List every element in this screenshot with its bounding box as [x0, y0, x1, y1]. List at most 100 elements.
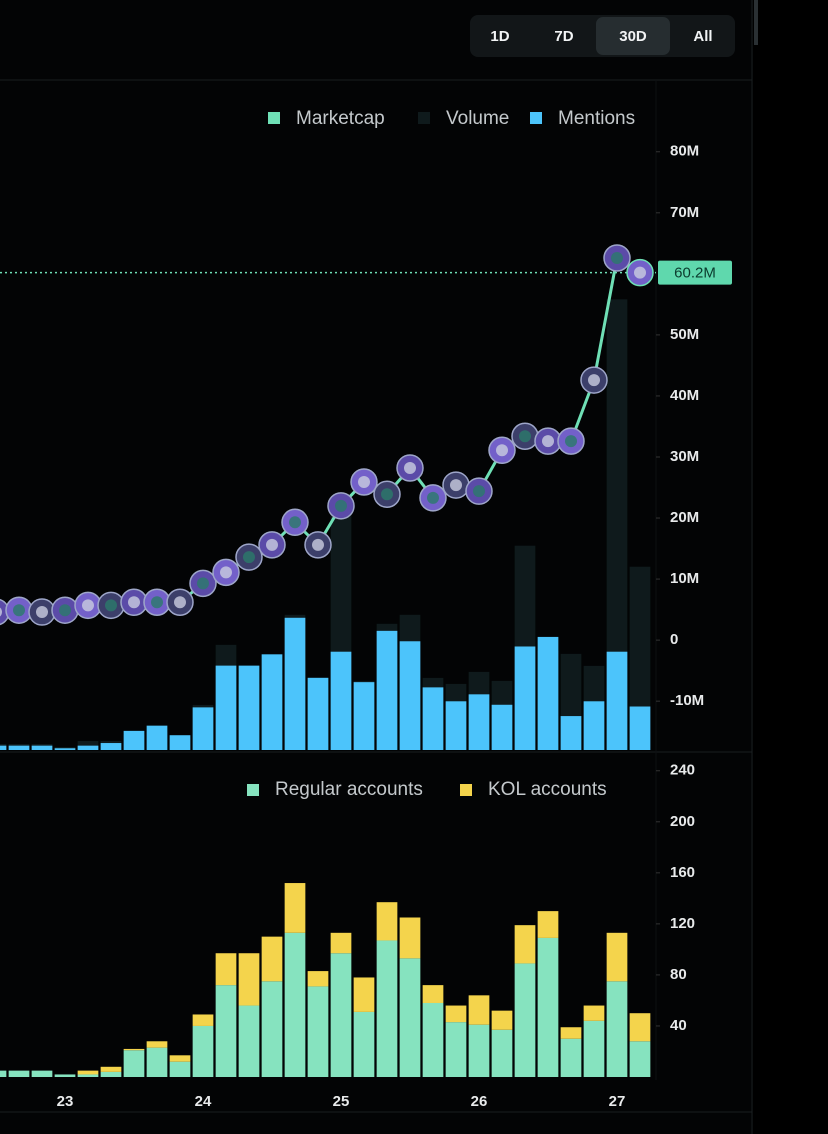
- regular-bar: [146, 1047, 168, 1077]
- mention-bar: [583, 701, 605, 750]
- regular-bar: [215, 985, 237, 1077]
- regular-bar: [537, 937, 559, 1077]
- volume-bar: [629, 566, 651, 750]
- side-panel: [753, 0, 828, 1134]
- y-tick-label: -10M: [670, 692, 704, 709]
- mention-avatar-face: [404, 461, 416, 474]
- mention-bar: [169, 735, 191, 750]
- kol-bar: [491, 1010, 513, 1030]
- legend-swatch: [268, 112, 280, 124]
- legend-label: KOL accounts: [488, 779, 607, 800]
- y-tick-label: 40: [670, 1017, 687, 1034]
- range-button[interactable]: 30D: [619, 28, 647, 45]
- regular-bar: [629, 1041, 651, 1077]
- kol-bar: [422, 985, 444, 1003]
- regular-bar: [376, 940, 398, 1077]
- range-button-active: [596, 17, 670, 55]
- scrollbar: [754, 0, 758, 45]
- range-button[interactable]: 1D: [490, 28, 509, 45]
- legend-swatch: [460, 784, 472, 796]
- kol-bar: [629, 1013, 651, 1042]
- legend-label: Volume: [446, 108, 509, 129]
- kol-bar: [100, 1066, 122, 1072]
- mention-bar: [123, 730, 145, 750]
- legend-label: Regular accounts: [275, 779, 423, 800]
- kol-bar: [238, 953, 260, 1006]
- kol-bar: [330, 932, 352, 954]
- legend-swatch: [530, 112, 542, 124]
- kol-bar: [560, 1027, 582, 1039]
- y-tick-label: 10M: [670, 570, 699, 587]
- mention-avatar-face: [611, 251, 623, 264]
- y-tick-label: 0: [670, 631, 678, 648]
- regular-bar: [8, 1070, 30, 1077]
- y-tick-label: 30M: [670, 448, 699, 465]
- kol-bar: [192, 1014, 214, 1026]
- mention-avatar-face: [289, 516, 301, 529]
- mention-bar: [192, 707, 214, 750]
- regular-bar: [100, 1071, 122, 1077]
- mention-avatar-face: [450, 479, 462, 492]
- mention-avatar-face: [151, 596, 163, 609]
- regular-bar: [560, 1038, 582, 1077]
- range-buttons: 1D 7D 30D All: [490, 17, 713, 55]
- mention-avatar-face: [358, 476, 370, 489]
- current-value-box: [658, 260, 732, 285]
- mention-avatar-face: [13, 604, 25, 617]
- kol-bar: [284, 883, 306, 933]
- regular-bar: [284, 932, 306, 1077]
- mention-avatar-face: [634, 266, 646, 279]
- kol-bar: [261, 936, 283, 982]
- kol-bar: [537, 911, 559, 938]
- regular-bar: [31, 1070, 53, 1077]
- kol-bar: [123, 1048, 145, 1051]
- plots: 80M 70M 50M 40M 30M 20M 10M 0 -10M Marketcap Volum…: [0, 108, 732, 1110]
- mention-avatar-face: [128, 596, 140, 609]
- kol-bar: [606, 932, 628, 982]
- mention-bar: [629, 706, 651, 750]
- range-button[interactable]: 7D: [554, 28, 573, 45]
- regular-bar: [307, 986, 329, 1077]
- y-tick-label: 40M: [670, 387, 699, 404]
- mention-avatar-face: [0, 607, 2, 617]
- mention-bar: [100, 743, 122, 750]
- regular-bar: [353, 1011, 375, 1077]
- regular-bar: [468, 1024, 490, 1077]
- y-tick-label: 80: [670, 966, 687, 983]
- regular-bar: [169, 1061, 191, 1077]
- y-tick-label: 120: [670, 915, 695, 932]
- legend-swatch: [247, 784, 259, 796]
- x-tick-label: 25: [333, 1093, 350, 1110]
- mention-bar: [422, 687, 444, 750]
- regular-bar: [399, 958, 421, 1077]
- y-tick-label: 70M: [670, 204, 699, 221]
- range-button[interactable]: All: [693, 28, 712, 45]
- regular-bar: [192, 1025, 214, 1077]
- kol-bar: [583, 1005, 605, 1021]
- mention-bar: [284, 617, 306, 750]
- current-value-label: 60.2M: [674, 265, 716, 282]
- mention-avatar-face: [105, 599, 117, 612]
- mention-bar: [514, 646, 536, 750]
- y-tick-label: 20M: [670, 509, 699, 526]
- volume-bar: [77, 740, 99, 750]
- mention-avatar-face: [312, 538, 324, 551]
- mention-avatar-face: [36, 606, 48, 619]
- kol-bar: [146, 1041, 168, 1048]
- mention-bar: [54, 748, 76, 750]
- kol-bar: [77, 1070, 99, 1075]
- mention-bar: [491, 704, 513, 750]
- regular-bar: [123, 1050, 145, 1077]
- regular-bar: [54, 1074, 76, 1077]
- mention-avatar-face: [381, 488, 393, 501]
- regular-bar: [514, 963, 536, 1077]
- mention-bar: [330, 651, 352, 750]
- mention-bar: [468, 694, 490, 750]
- kol-bar: [307, 971, 329, 987]
- mention-avatar-face: [174, 596, 186, 609]
- regular-bar: [77, 1074, 99, 1077]
- mention-bar: [146, 725, 168, 750]
- mention-bar: [606, 651, 628, 750]
- regular-bar: [238, 1005, 260, 1077]
